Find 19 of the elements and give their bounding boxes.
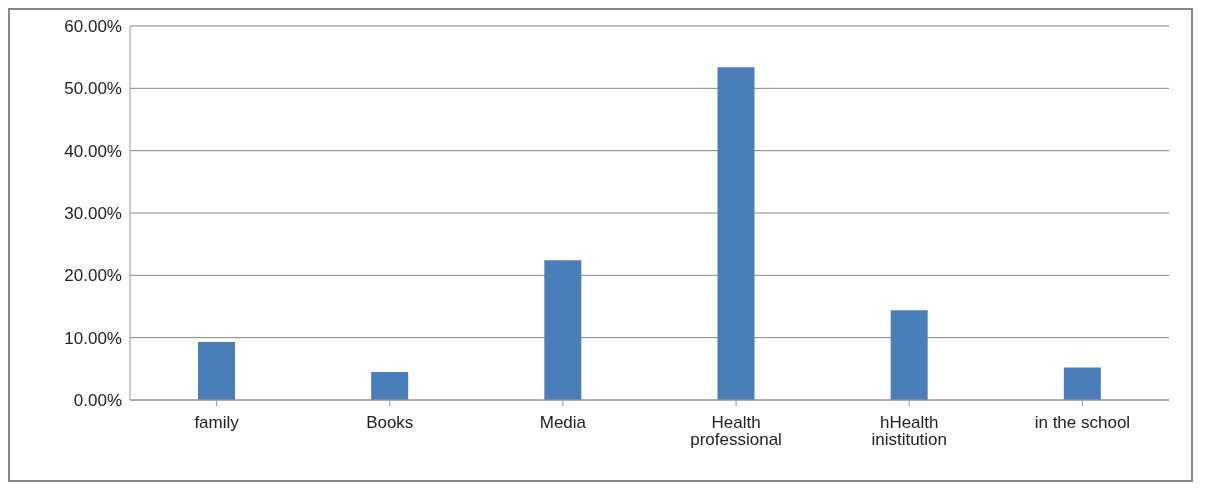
x-tick-label: Books	[366, 413, 414, 433]
y-tick-label: 10.00%	[64, 328, 122, 348]
bar	[1063, 367, 1101, 400]
y-tick-label: 40.00%	[64, 141, 122, 161]
bar	[717, 67, 755, 400]
bar	[890, 310, 928, 400]
x-tick-label: hHealth inistitution	[871, 413, 948, 450]
y-tick-label: 60.00%	[64, 17, 122, 37]
x-tick-label: Health professional	[690, 413, 782, 450]
bar	[544, 260, 582, 400]
y-tick-label: 30.00%	[64, 204, 122, 224]
x-tick-label: in the school	[1034, 413, 1131, 433]
x-tick-label: Media	[539, 413, 587, 433]
bar	[198, 342, 235, 400]
y-tick-label: 0.00%	[73, 391, 122, 411]
x-tick-label: family	[194, 413, 240, 433]
y-tick-label: 20.00%	[64, 266, 122, 286]
y-tick-label: 50.00%	[64, 79, 122, 99]
bar	[371, 371, 409, 400]
